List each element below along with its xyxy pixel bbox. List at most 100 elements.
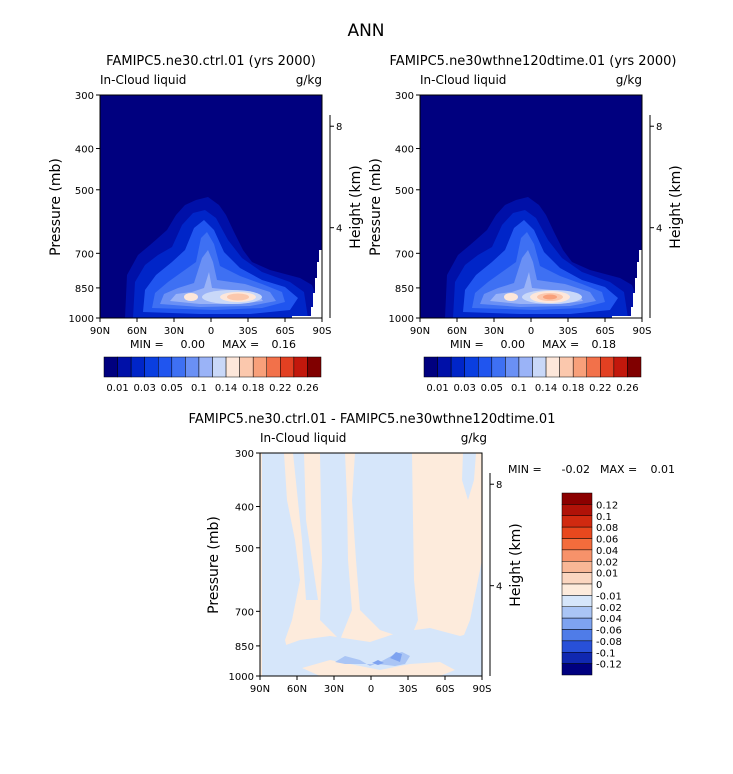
panel-3-positive-patch-lower bbox=[302, 660, 455, 676]
panel-2-right-tick-label: 8 bbox=[656, 122, 662, 133]
panel-3-xtick-marks bbox=[259, 676, 483, 680]
panel-1-min-label: MIN = bbox=[130, 338, 164, 351]
panel-1-colorbar-label: 0.01 bbox=[106, 383, 128, 394]
panel-1-ytick-marks bbox=[96, 94, 100, 319]
panel-3-ytick-label: 700 bbox=[235, 607, 254, 618]
panel-2-colorbar-swatch bbox=[600, 356, 615, 378]
panel-3-colorbar-label: -0.08 bbox=[596, 637, 622, 648]
panel-2-xtick-label: 90S bbox=[632, 326, 651, 337]
panel-1-right-tick-label: 8 bbox=[336, 122, 342, 133]
panel-2-max-label: MAX = bbox=[542, 338, 579, 351]
panel-2-colorbar: 0.01 0.03 0.05 0.1 0.14 0.18 0.22 0.26 bbox=[423, 356, 642, 394]
panel-3-negative-patch-small bbox=[372, 660, 384, 665]
panel-1-xtick-label: 60N bbox=[127, 326, 147, 337]
panel-1-colorbar-swatch bbox=[239, 356, 254, 378]
panel-2-ylabel: Pressure (mb) bbox=[368, 158, 384, 256]
panel-2-ytick-label: 700 bbox=[395, 249, 414, 260]
panel-2-min-label: MIN = bbox=[450, 338, 484, 351]
panel-2-contour-level-8 bbox=[504, 293, 518, 301]
panel-3-ytick-label: 300 bbox=[235, 449, 254, 460]
panel-3-xtick-labels: 90N 60N 30N 0 30S 60S 90S bbox=[250, 684, 492, 695]
panel-1-colorbar-label: 0.26 bbox=[296, 383, 318, 394]
panel-1-colorbar-swatch bbox=[144, 356, 159, 378]
panel-2-colorbar-swatch bbox=[518, 356, 533, 378]
panel-2-xtick-label: 60N bbox=[447, 326, 467, 337]
panel-3-colorbar-label: 0.02 bbox=[596, 557, 618, 568]
panel-1-xtick-label: 30N bbox=[164, 326, 184, 337]
panel-3-negative-region-west bbox=[262, 453, 300, 676]
panel-3-plot-area bbox=[259, 452, 483, 677]
panel-2-xtick-label: 0 bbox=[528, 326, 534, 337]
panel-3-negative-region-south-upper bbox=[462, 453, 476, 500]
panel-2-colorbar-swatch bbox=[613, 356, 628, 378]
panel-1-xtick-labels: 90N 60N 30N 0 30S 60S 90S bbox=[90, 326, 332, 337]
panel-1-contour-level-10 bbox=[227, 293, 249, 301]
panel-3-contours bbox=[262, 453, 482, 676]
panel-2-colorbar-label: 0.03 bbox=[454, 383, 476, 394]
panel-3-colorbar-swatch bbox=[561, 538, 593, 551]
panel-3-negative-patch-core bbox=[390, 652, 402, 662]
panel-3-colorbar-swatch bbox=[561, 640, 593, 653]
panel-2-contour-level-11 bbox=[543, 294, 557, 300]
panel-2-colorbar-swatch bbox=[423, 356, 438, 378]
panel-2-colorbar-label: 0.1 bbox=[511, 383, 527, 394]
panel-2-xtick-labels: 90N 60N 30N 0 30S 60S 90S bbox=[410, 326, 652, 337]
panel-1: FAMIPC5.ne30.ctrl.01 (yrs 2000) In-Cloud… bbox=[48, 54, 364, 394]
panel-1-ytick-label: 850 bbox=[75, 284, 94, 295]
panel-2-colorbar-swatch bbox=[437, 356, 452, 378]
panel-3-ytick-labels: 300 400 500 700 850 1000 bbox=[229, 449, 254, 683]
panel-3-right-tick-label: 8 bbox=[496, 480, 502, 491]
panel-3-colorbar-swatch bbox=[561, 492, 593, 505]
panel-3-right-ticks: 84 bbox=[489, 473, 502, 676]
panel-3-colorbar-swatch bbox=[561, 583, 593, 596]
panel-3-colorbar-label: -0.01 bbox=[596, 591, 622, 602]
panel-3-colorbar-swatch bbox=[561, 595, 593, 607]
panel-3-negative-region-column-2 bbox=[320, 453, 352, 640]
panel-3-colorbar-swatch bbox=[561, 617, 593, 630]
panel-2-colorbar-swatch bbox=[545, 356, 560, 378]
panel-1-xtick-marks bbox=[99, 318, 323, 322]
panel-1-colorbar-swatch bbox=[307, 356, 322, 378]
panel-1-colorbar-label: 0.18 bbox=[242, 383, 264, 394]
panel-1-colorbar-swatch bbox=[293, 356, 308, 378]
panel-1-ytick-labels: 300 400 500 700 850 1000 bbox=[69, 91, 94, 325]
panel-2-plot-area bbox=[419, 94, 643, 319]
panel-1-xtick-label: 90N bbox=[90, 326, 110, 337]
panel-3-right-subtitle: g/kg bbox=[461, 431, 487, 445]
panel-2-min-value: 0.00 bbox=[501, 338, 526, 351]
panel-1-colorbar-swatch bbox=[225, 356, 240, 378]
panel-3-colorbar-label: 0 bbox=[596, 580, 602, 591]
panel-2-colorbar-label: 0.01 bbox=[426, 383, 448, 394]
panel-3-title: FAMIPC5.ne30.ctrl.01 - FAMIPC5.ne30wthne… bbox=[189, 412, 556, 427]
panel-3-negative-region-column-1 bbox=[293, 453, 318, 600]
panel-2-colorbar-label: 0.18 bbox=[562, 383, 584, 394]
panel-1-colorbar-swatch bbox=[158, 356, 173, 378]
panel-2: FAMIPC5.ne30wthne120dtime.01 (yrs 2000) … bbox=[368, 54, 684, 394]
panel-2-ytick-label: 400 bbox=[395, 145, 414, 156]
panel-3-max-label: MAX = bbox=[600, 463, 637, 476]
panel-3-colorbar-swatch bbox=[561, 549, 593, 562]
panel-1-ytick-label: 300 bbox=[75, 91, 94, 102]
panel-2-left-subtitle: In-Cloud liquid bbox=[420, 73, 506, 87]
panel-1-colorbar-swatch bbox=[280, 356, 295, 378]
panel-1-colorbar-swatch bbox=[103, 356, 118, 378]
panel-1-ytick-label: 1000 bbox=[69, 314, 94, 325]
panel-3-colorbar-swatch bbox=[561, 606, 593, 619]
panel-3-ytick-label: 850 bbox=[235, 642, 254, 653]
panel-1-xtick-label: 60S bbox=[275, 326, 294, 337]
panel-1-xtick-label: 90S bbox=[312, 326, 331, 337]
panel-3-xtick-label: 90S bbox=[472, 684, 491, 695]
panel-2-xtick-label: 30N bbox=[484, 326, 504, 337]
panel-2-colorbar-swatch bbox=[572, 356, 587, 378]
panel-1-colorbar-swatch bbox=[198, 356, 213, 378]
panel-1-colorbar-swatch bbox=[185, 356, 200, 378]
panel-2-colorbar-swatch bbox=[505, 356, 520, 378]
panel-3-ylabel: Pressure (mb) bbox=[206, 516, 222, 614]
panel-1-colorbar-swatch bbox=[171, 356, 186, 378]
panel-2-ytick-label: 850 bbox=[395, 284, 414, 295]
panel-2-contours bbox=[445, 197, 640, 318]
panel-1-right-ticks: 84 bbox=[329, 115, 342, 318]
panel-2-colorbar-swatch bbox=[532, 356, 547, 378]
panel-1-colorbar: 0.01 0.03 0.05 0.1 0.14 0.18 0.22 0.26 bbox=[103, 356, 322, 394]
